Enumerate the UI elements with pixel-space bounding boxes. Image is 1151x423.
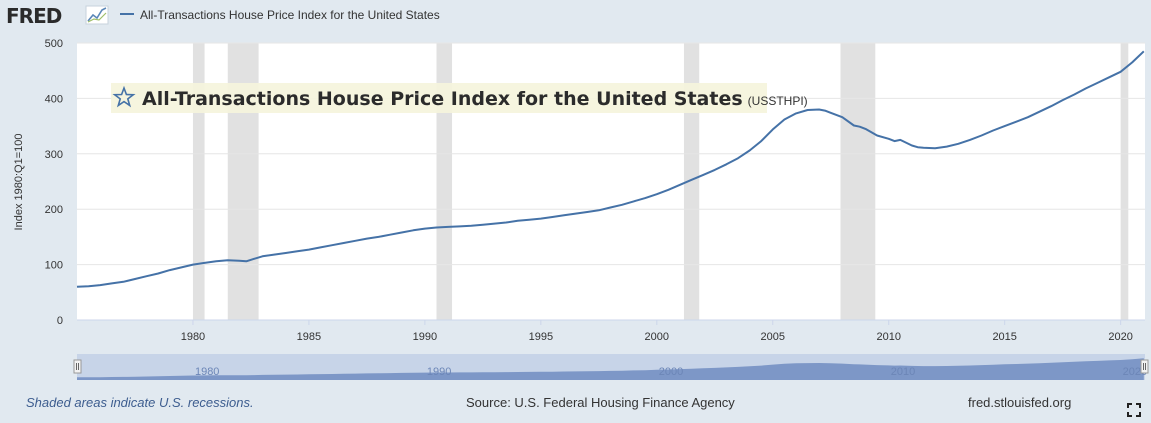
series-code: (USSTHPI) xyxy=(748,94,808,108)
fred-logo[interactable]: FRED xyxy=(6,4,63,28)
chart-title: All-Transactions House Price Index for t… xyxy=(142,88,743,110)
navigator-tick-label: 2010 xyxy=(891,366,915,378)
y-axis-ticks: 0 100 200 300 400 500 xyxy=(45,38,63,327)
x-tick-label: 2010 xyxy=(876,331,900,343)
navigator-left-handle[interactable] xyxy=(73,359,82,374)
y-tick-label: 300 xyxy=(45,149,63,161)
navigator-tick-label: 1980 xyxy=(195,366,219,378)
x-tick-label: 1990 xyxy=(413,331,437,343)
navigator-tick-label: 2000 xyxy=(659,366,683,378)
fullscreen-icon[interactable] xyxy=(1127,403,1141,417)
recession-band xyxy=(192,43,205,320)
range-navigator[interactable]: 1980 1990 2000 2010 2020 xyxy=(0,350,1151,384)
y-axis-label: Index 1980:Q1=100 xyxy=(13,134,25,231)
navigator-series-area xyxy=(77,358,1144,380)
y-tick-label: 500 xyxy=(45,38,63,50)
main-chart[interactable]: 0 100 200 300 400 500 1980 1985 1990 1995 2000 200… xyxy=(0,34,1151,346)
navigator-right-handle[interactable] xyxy=(1140,359,1149,374)
star-icon[interactable] xyxy=(112,85,136,108)
series-line[interactable] xyxy=(76,50,1145,288)
x-tick-label: 1995 xyxy=(529,331,553,343)
y-tick-label: 400 xyxy=(45,93,63,105)
x-axis-ticks: 1980 1985 1990 1995 2000 2005 2010 2015 2020 xyxy=(181,320,1133,343)
site-url[interactable]: fred.stlouisfed.org xyxy=(968,395,1072,410)
header-bar: FRED All-Transactions House Price Index … xyxy=(6,4,440,28)
y-tick-label: 0 xyxy=(57,315,63,327)
source-text: Source: U.S. Federal Housing Finance Age… xyxy=(466,395,735,410)
navigator-tick-label: 1990 xyxy=(427,366,451,378)
y-tick-label: 100 xyxy=(45,260,63,272)
series-group xyxy=(76,50,1145,288)
x-tick-label: 1980 xyxy=(181,331,205,343)
chart-title-box: All-Transactions House Price Index for t… xyxy=(111,83,808,113)
recession-band xyxy=(1120,43,1129,320)
legend-label[interactable]: All-Transactions House Price Index for t… xyxy=(140,8,440,22)
recession-note: Shaded areas indicate U.S. recessions. xyxy=(26,395,254,410)
x-tick-label: 2000 xyxy=(645,331,669,343)
navigator-ticks: 1980 1990 2000 2010 2020 xyxy=(195,366,1147,378)
recession-band xyxy=(840,43,876,320)
x-tick-label: 2020 xyxy=(1108,331,1132,343)
x-tick-label: 1985 xyxy=(297,331,321,343)
x-tick-label: 2005 xyxy=(761,331,785,343)
fred-sparkline-icon xyxy=(85,5,109,25)
y-tick-label: 200 xyxy=(45,204,63,216)
x-tick-label: 2015 xyxy=(992,331,1016,343)
